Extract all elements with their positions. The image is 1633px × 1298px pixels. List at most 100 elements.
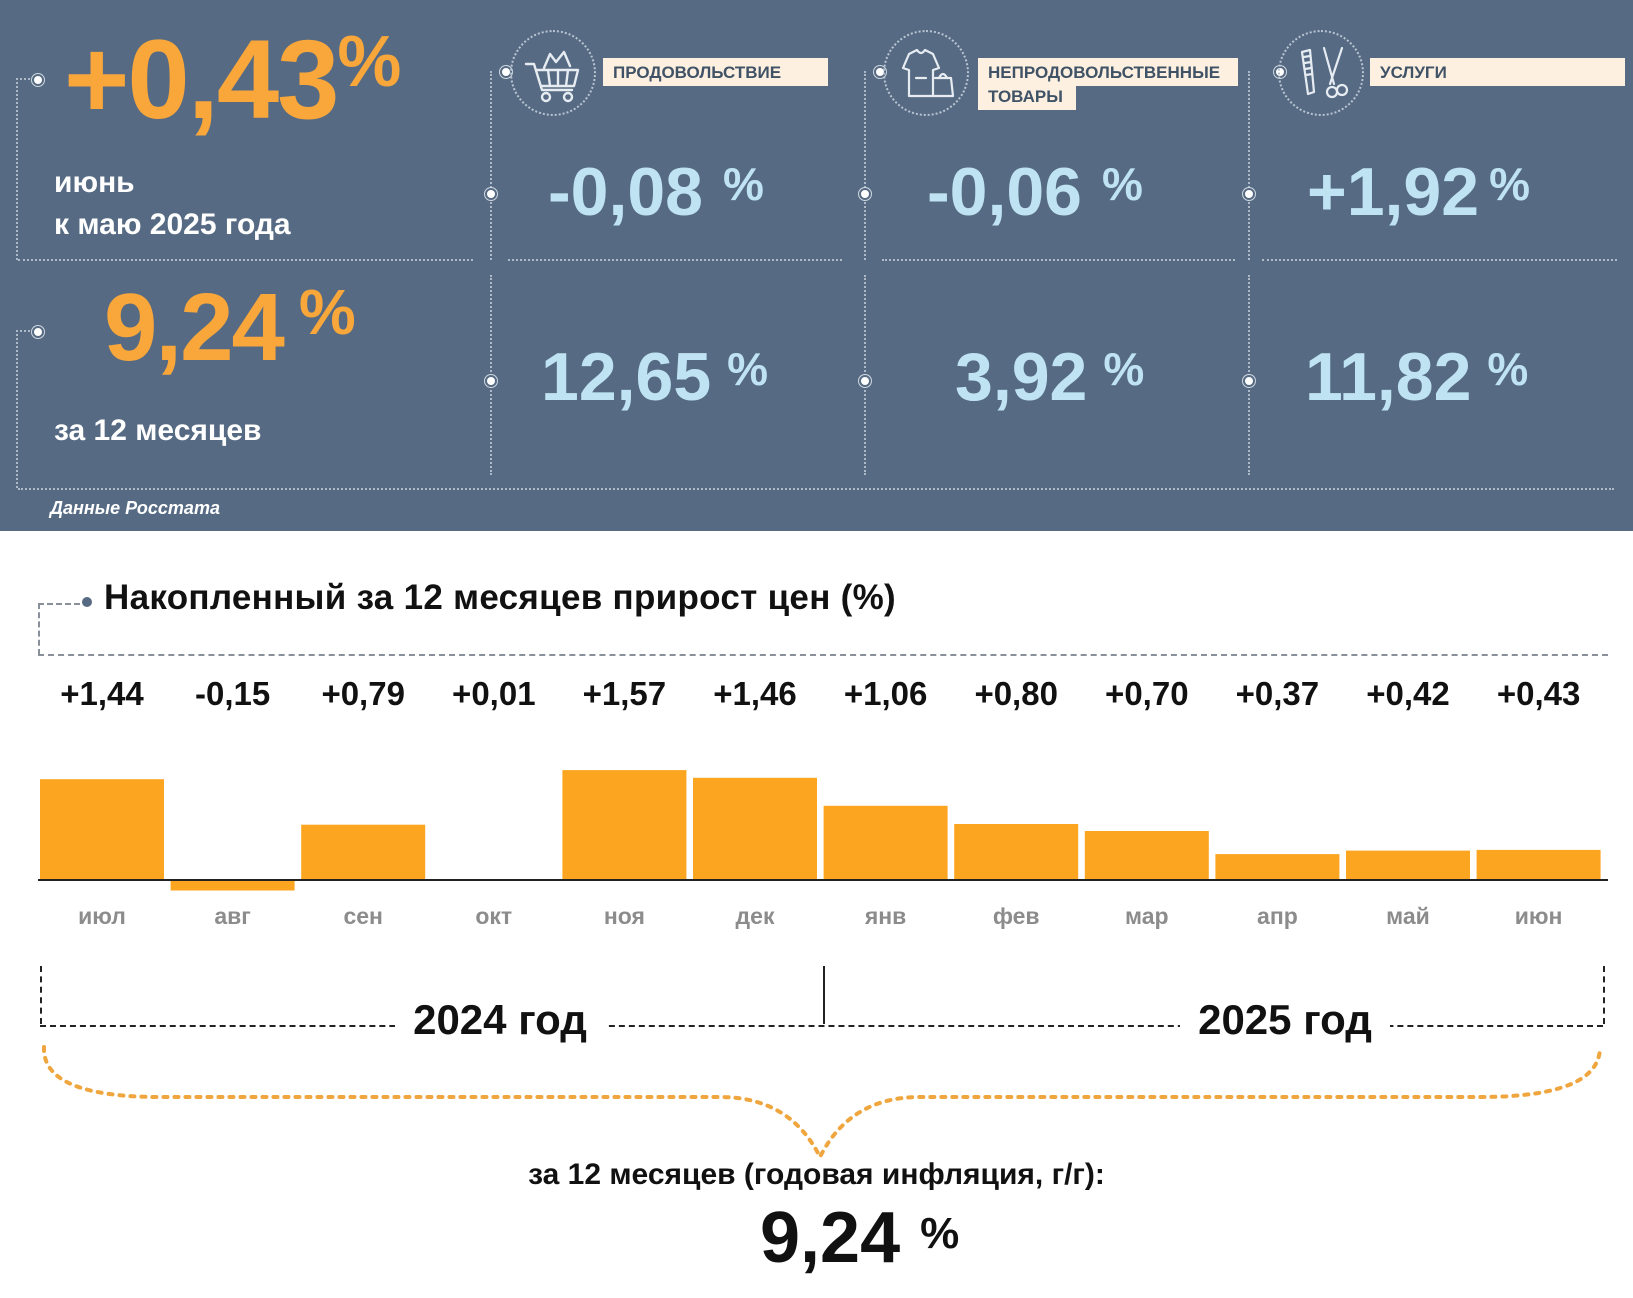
year-2024-label: 2024 год xyxy=(395,996,605,1044)
monthly-caption-line1: июнь xyxy=(54,166,135,199)
data-label-авг: -0,15 xyxy=(195,675,270,712)
divider xyxy=(1248,71,1250,260)
bar-июл xyxy=(40,779,164,880)
bar-май xyxy=(1346,850,1470,880)
annual-total: 9,24% xyxy=(760,1198,959,1298)
summary-panel: +0,43% июнь к маю 2025 года 9,24% за 12 … xyxy=(0,0,1633,531)
bullet-dot xyxy=(485,375,497,387)
chart-title: Накопленный за 12 месяцев прирост цен (%… xyxy=(104,578,896,617)
month-label-сен: сен xyxy=(343,903,382,929)
bar-мар xyxy=(1084,831,1209,880)
category-label-nonfood: НЕПРОДОВОЛЬСТВЕННЫЕ xyxy=(978,58,1238,86)
annual-total-value: 9,24 xyxy=(760,1198,901,1278)
bar-апр xyxy=(1215,854,1340,880)
data-label-апр: +0,37 xyxy=(1236,675,1320,712)
divider xyxy=(16,330,18,488)
percent-sign: % xyxy=(337,22,402,102)
year-tick-right xyxy=(1603,966,1605,1024)
bullet-dot xyxy=(1243,375,1255,387)
month-label-авг: авг xyxy=(214,903,251,929)
data-label-ноя: +1,57 xyxy=(583,675,667,712)
monthly-caption-line2: к маю 2025 года xyxy=(54,208,291,241)
title-underline xyxy=(38,654,1608,656)
month-label-дек: дек xyxy=(736,903,775,929)
year-2025-label: 2025 год xyxy=(1180,996,1390,1044)
divider xyxy=(508,259,842,261)
food-monthly: -0,08% xyxy=(548,150,764,253)
month-label-окт: окт xyxy=(475,903,512,929)
month-label-май: май xyxy=(1386,903,1430,929)
title-connector xyxy=(38,603,40,655)
percent-sign: % xyxy=(920,1209,960,1258)
data-label-янв: +1,06 xyxy=(844,675,928,712)
annual-value: 9,24 xyxy=(104,274,285,381)
divider xyxy=(16,78,34,80)
month-label-июн: июн xyxy=(1515,903,1563,929)
bar-июн xyxy=(1476,849,1601,880)
annual-headline: 9,24% xyxy=(104,276,356,406)
bullet-dot xyxy=(485,188,497,200)
data-label-окт: +0,01 xyxy=(452,675,536,712)
year-line xyxy=(40,1025,1603,1027)
monthly-headline: +0,43% xyxy=(64,20,401,174)
category-label-nonfood-line2: ТОВАРЫ xyxy=(978,82,1076,110)
data-label-дек: +1,46 xyxy=(713,675,797,712)
annual-caption: за 12 месяцев xyxy=(54,414,262,447)
month-label-мар: мар xyxy=(1125,903,1169,929)
services-annual: 11,82% xyxy=(1305,335,1528,438)
data-label-июл: +1,44 xyxy=(60,675,144,712)
bullet-dot xyxy=(859,375,871,387)
percent-sign: % xyxy=(1489,158,1530,210)
services-monthly-value: +1,92 xyxy=(1307,154,1480,230)
divider xyxy=(18,259,473,261)
bar-авг xyxy=(170,880,295,891)
bar-фев xyxy=(954,824,1079,880)
food-annual: 12,65% xyxy=(541,335,768,438)
data-label-сен: +0,79 xyxy=(321,675,405,712)
bar-янв xyxy=(823,805,948,880)
bar-ноя xyxy=(562,770,687,880)
annual-note: за 12 месяцев (годовая инфляция, г/г): xyxy=(528,1158,1105,1191)
bar-сен xyxy=(301,824,426,880)
food-monthly-value: -0,08 xyxy=(548,154,703,230)
title-connector xyxy=(38,603,80,605)
scissors-comb-icon xyxy=(1278,30,1364,116)
percent-sign: % xyxy=(727,343,769,395)
month-label-ноя: ноя xyxy=(604,903,645,929)
data-label-мар: +0,70 xyxy=(1105,675,1189,712)
month-label-апр: апр xyxy=(1257,903,1298,929)
shopping-cart-icon xyxy=(510,30,596,116)
annual-brace xyxy=(41,1045,1602,1162)
services-monthly: +1,92% xyxy=(1307,150,1530,253)
percent-sign: % xyxy=(723,158,764,210)
percent-sign: % xyxy=(298,276,356,348)
services-annual-value: 11,82 xyxy=(1305,339,1472,415)
month-label-июл: июл xyxy=(78,903,126,929)
data-label-фев: +0,80 xyxy=(974,675,1058,712)
bar-chart: +1,44 июл -0,15 авг +0,79 сен +0,01 окт +1,57 ноя… xyxy=(38,675,1608,929)
nonfood-monthly: -0,06% xyxy=(927,150,1143,253)
divider xyxy=(1262,259,1617,261)
monthly-caption: июнь к маю 2025 года xyxy=(54,162,291,246)
nonfood-annual: 3,92% xyxy=(955,335,1144,438)
bullet-dot xyxy=(859,188,871,200)
month-label-фев: фев xyxy=(993,903,1040,929)
month-label-янв: янв xyxy=(864,903,906,929)
divider xyxy=(16,330,34,332)
category-label-food: ПРОДОВОЛЬСТВИЕ xyxy=(603,58,828,86)
divider xyxy=(882,259,1235,261)
nonfood-annual-value: 3,92 xyxy=(955,339,1088,415)
category-label-nonfood-line1: НЕПРОДОВОЛЬСТВЕННЫЕ xyxy=(988,63,1221,82)
monthly-value: +0,43 xyxy=(64,17,339,142)
food-annual-value: 12,65 xyxy=(541,339,712,415)
bar-дек xyxy=(693,777,817,880)
year-separator xyxy=(823,966,825,1024)
divider xyxy=(18,488,1614,490)
percent-sign: % xyxy=(1102,158,1143,210)
divider xyxy=(16,78,18,260)
clothing-icon xyxy=(883,30,969,116)
data-label-июн: +0,43 xyxy=(1497,675,1581,712)
divider xyxy=(864,71,866,260)
data-label-май: +0,42 xyxy=(1366,675,1450,712)
category-label-services: УСЛУГИ xyxy=(1370,58,1625,86)
